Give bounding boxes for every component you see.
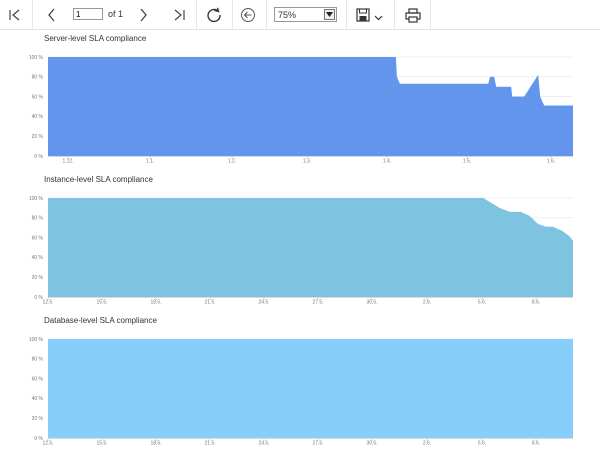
series-area bbox=[48, 339, 573, 438]
x-tick-label: 18.5. bbox=[150, 300, 161, 305]
x-tick-label: 2.6. bbox=[423, 441, 431, 446]
y-tick-label: 20 % bbox=[32, 134, 44, 140]
x-tick-label: 1.1. bbox=[146, 159, 154, 164]
x-tick-label: 15.5. bbox=[96, 300, 107, 305]
y-tick-label: 100 % bbox=[29, 196, 44, 202]
server-sla-chart: 0 % 20 % 40 % 60 % 80 % 100 % 1.12. 1.1. 1.2. 1.3… bbox=[29, 55, 573, 164]
page-count-label: of 1 bbox=[108, 9, 124, 19]
x-tick-label: 5.6. bbox=[478, 441, 486, 446]
print-button[interactable] bbox=[401, 0, 425, 30]
first-page-icon bbox=[9, 9, 20, 21]
refresh-button[interactable] bbox=[201, 0, 227, 30]
y-tick-label: 0 % bbox=[34, 154, 43, 160]
x-tick-label: 24.5. bbox=[258, 300, 269, 305]
instance-sla-chart: 0 % 20 % 40 % 60 % 80 % 100 % 12.5. 15.5. 18.5. 2… bbox=[29, 196, 573, 305]
back-arrow-circle-icon bbox=[241, 8, 255, 22]
y-tick-label: 60 % bbox=[32, 235, 44, 241]
previous-page-button[interactable] bbox=[40, 0, 64, 30]
x-tick-label: 1.3. bbox=[303, 159, 311, 164]
x-tick-label: 15.5. bbox=[96, 441, 107, 446]
chevron-right-icon bbox=[140, 8, 147, 22]
x-tick-label: 21.5. bbox=[204, 300, 215, 305]
series-area bbox=[48, 198, 573, 297]
x-tick-label: 1.2. bbox=[228, 159, 236, 164]
back-button[interactable] bbox=[236, 0, 260, 30]
y-tick-label: 20 % bbox=[32, 275, 44, 281]
chevron-down-icon bbox=[374, 15, 382, 20]
report-toolbar: of 1 75% bbox=[0, 0, 600, 30]
y-tick-label: 80 % bbox=[32, 216, 44, 222]
x-tick-label: 24.5. bbox=[258, 441, 269, 446]
y-tick-label: 0 % bbox=[34, 436, 43, 442]
y-tick-label: 100 % bbox=[29, 337, 44, 343]
first-page-button[interactable] bbox=[2, 0, 28, 30]
y-tick-label: 60 % bbox=[32, 376, 44, 382]
chevron-left-icon bbox=[48, 8, 55, 22]
x-tick-label: 21.5. bbox=[204, 441, 215, 446]
refresh-icon bbox=[207, 7, 221, 23]
y-tick-label: 60 % bbox=[32, 94, 44, 100]
server-chart-title: Server-level SLA compliance bbox=[44, 34, 147, 43]
x-tick-label: 30.5. bbox=[366, 300, 377, 305]
x-tick-label: 1.6. bbox=[547, 159, 555, 164]
y-tick-label: 100 % bbox=[29, 55, 44, 61]
database-chart-title: Database-level SLA compliance bbox=[44, 316, 157, 325]
x-tick-label: 12.5. bbox=[42, 441, 53, 446]
database-sla-chart: 0 % 20 % 40 % 60 % 80 % 100 % 12.5. 15.5. 18.5. 2… bbox=[29, 337, 573, 446]
next-page-button[interactable] bbox=[132, 0, 154, 30]
dropdown-arrow-icon bbox=[324, 9, 335, 20]
x-tick-label: 12.5. bbox=[42, 300, 53, 305]
save-icon bbox=[355, 8, 370, 22]
x-tick-label: 8.6. bbox=[532, 441, 540, 446]
export-button[interactable] bbox=[353, 0, 385, 30]
instance-chart-title: Instance-level SLA compliance bbox=[44, 175, 153, 184]
last-page-icon bbox=[174, 9, 185, 21]
x-tick-label: 1.5. bbox=[463, 159, 471, 164]
series-area bbox=[48, 57, 573, 156]
zoom-select[interactable]: 75% bbox=[274, 7, 337, 22]
last-page-button[interactable] bbox=[167, 0, 191, 30]
print-icon bbox=[405, 7, 421, 23]
x-tick-label: 27.5. bbox=[312, 300, 323, 305]
page-number-input[interactable] bbox=[73, 8, 103, 20]
y-tick-label: 20 % bbox=[32, 416, 44, 422]
x-tick-label: 18.5. bbox=[150, 441, 161, 446]
y-tick-label: 0 % bbox=[34, 295, 43, 301]
y-tick-label: 80 % bbox=[32, 75, 44, 81]
x-tick-label: 8.6. bbox=[532, 300, 540, 305]
x-tick-label: 1.4. bbox=[383, 159, 391, 164]
x-tick-label: 30.5. bbox=[366, 441, 377, 446]
zoom-value: 75% bbox=[278, 9, 297, 20]
y-tick-label: 40 % bbox=[32, 396, 44, 402]
y-tick-label: 40 % bbox=[32, 255, 44, 261]
y-tick-label: 80 % bbox=[32, 357, 44, 363]
x-tick-label: 5.6. bbox=[478, 300, 486, 305]
y-tick-label: 40 % bbox=[32, 114, 44, 120]
x-tick-label: 1.12. bbox=[62, 159, 73, 164]
x-tick-label: 27.5. bbox=[312, 441, 323, 446]
x-tick-label: 2.6. bbox=[423, 300, 431, 305]
